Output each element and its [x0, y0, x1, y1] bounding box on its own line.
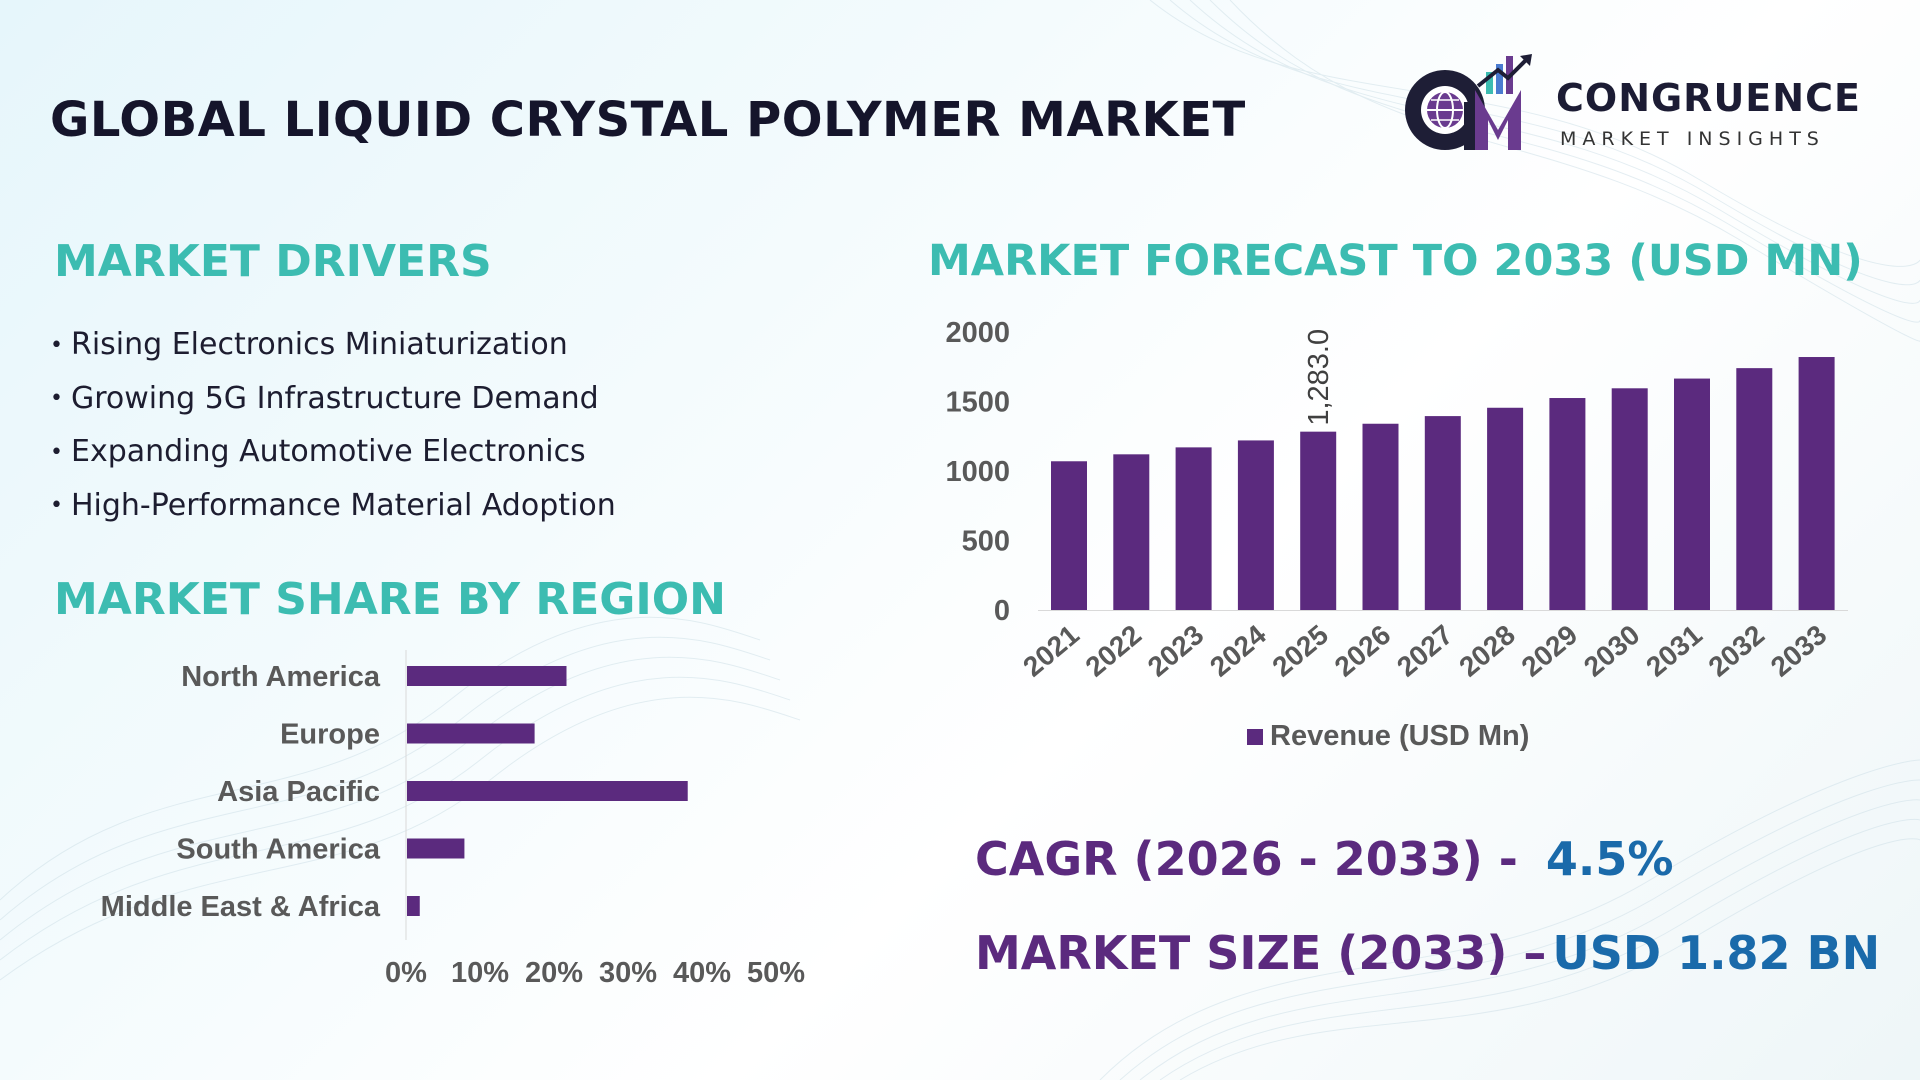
- region-tick-label: 0%: [385, 957, 427, 989]
- forecast-x-tick-label: 2029: [1516, 619, 1584, 683]
- forecast-bar: [1051, 461, 1087, 610]
- driver-item: • Rising Electronics Miniaturization: [50, 322, 616, 376]
- region-bar: [407, 781, 688, 801]
- driver-item: • Growing 5G Infrastructure Demand: [50, 376, 616, 430]
- driver-text: High-Performance Material Adoption: [70, 487, 616, 523]
- forecast-bar: [1611, 388, 1648, 610]
- region-bar: [407, 896, 420, 916]
- forecast-x-tick-label: 2028: [1453, 619, 1521, 683]
- region-category-label: Asia Pacific: [217, 776, 380, 808]
- forecast-x-tick-label: 2023: [1142, 619, 1210, 683]
- region-tick-label: 50%: [747, 957, 805, 989]
- forecast-bar: [1798, 357, 1835, 610]
- forecast-x-tick-label: 2025: [1266, 619, 1334, 683]
- forecast-x-tick-label: 2022: [1080, 619, 1148, 683]
- forecast-x-tick-label: 2033: [1765, 619, 1833, 683]
- market-size-label: MARKET SIZE (2033) –: [975, 926, 1547, 980]
- forecast-y-tick-label: 1000: [945, 456, 1010, 488]
- bullet-icon: •: [50, 332, 63, 358]
- forecast-y-tick-label: 2000: [945, 317, 1010, 349]
- driver-text: Expanding Automotive Electronics: [70, 434, 586, 469]
- region-tick-label: 10%: [451, 957, 509, 989]
- bullet-icon: •: [50, 439, 63, 465]
- forecast-x-tick-label: 2024: [1204, 619, 1272, 683]
- logo-subtitle: MARKET INSIGHTS: [1560, 128, 1825, 150]
- region-category-label: North America: [181, 661, 381, 693]
- market-size-value: USD 1.82 BN: [1552, 926, 1881, 980]
- page-title: GLOBAL LIQUID CRYSTAL POLYMER MARKET: [50, 92, 1246, 148]
- driver-item: • High-Performance Material Adoption: [50, 483, 616, 537]
- forecast-y-tick-label: 500: [962, 526, 1010, 558]
- forecast-bar: [1674, 378, 1710, 610]
- forecast-x-tick-label: 2021: [1017, 619, 1085, 683]
- forecast-bar: [1362, 423, 1399, 610]
- forecast-x-tick-label: 2031: [1640, 619, 1708, 683]
- forecast-x-tick-label: 2026: [1329, 619, 1397, 683]
- cagr-label: CAGR (2026 - 2033) -: [975, 832, 1518, 886]
- forecast-x-tick-label: 2032: [1703, 619, 1771, 683]
- region-tick-label: 20%: [525, 957, 583, 989]
- drivers-title: MARKET DRIVERS: [54, 236, 492, 287]
- forecast-x-tick-label: 2030: [1578, 619, 1646, 683]
- region-title: MARKET SHARE BY REGION: [54, 574, 726, 625]
- market-size-stat: MARKET SIZE (2033) – USD 1.82 BN: [975, 926, 1880, 980]
- company-logo: CONGRUENCE MARKET INSIGHTS: [1400, 52, 1880, 162]
- region-category-label: Middle East & Africa: [101, 891, 381, 923]
- bullet-icon: •: [50, 493, 63, 518]
- forecast-x-tick-label: 2027: [1391, 619, 1459, 683]
- forecast-bar: [1487, 407, 1524, 610]
- region-tick-label: 30%: [599, 957, 657, 989]
- forecast-bar: [1300, 431, 1337, 610]
- driver-item: • Expanding Automotive Electronics: [50, 429, 616, 483]
- driver-text: Rising Electronics Miniaturization: [70, 327, 568, 362]
- forecast-bar: [1237, 440, 1274, 610]
- forecast-bar: [1424, 416, 1461, 610]
- region-tick-label: 40%: [673, 957, 731, 989]
- forecast-bar: [1175, 447, 1212, 610]
- drivers-list: • Rising Electronics Miniaturization • Gro…: [50, 322, 616, 536]
- forecast-bar: [1113, 454, 1150, 610]
- region-bar: [407, 838, 465, 859]
- logo-name: CONGRUENCE: [1556, 76, 1861, 120]
- forecast-data-label: 1,283.0: [1303, 329, 1335, 426]
- forecast-bar: [1549, 398, 1586, 610]
- logo-mark-icon: [1405, 54, 1532, 150]
- forecast-y-tick-label: 0: [994, 595, 1010, 627]
- cagr-value: 4.5%: [1545, 832, 1674, 886]
- legend-swatch: [1247, 729, 1263, 745]
- region-bar: [407, 666, 567, 686]
- region-category-label: Europe: [280, 719, 380, 751]
- forecast-y-tick-label: 1500: [945, 387, 1010, 419]
- region-category-label: South America: [176, 834, 380, 866]
- cagr-stat: CAGR (2026 - 2033) - 4.5%: [975, 832, 1673, 886]
- region-share-chart: North America Europe Asia Pacific South Ame…: [101, 650, 805, 989]
- forecast-chart: 0 500 1000 1500 2000 202120222023202420252026…: [945, 317, 1848, 752]
- forecast-title: MARKET FORECAST TO 2033 (USD MN): [928, 236, 1863, 286]
- bullet-icon: •: [50, 386, 63, 411]
- region-bar: [407, 723, 535, 744]
- driver-text: Growing 5G Infrastructure Demand: [70, 380, 599, 416]
- forecast-bar: [1736, 368, 1773, 610]
- legend-label: Revenue (USD Mn): [1270, 720, 1529, 752]
